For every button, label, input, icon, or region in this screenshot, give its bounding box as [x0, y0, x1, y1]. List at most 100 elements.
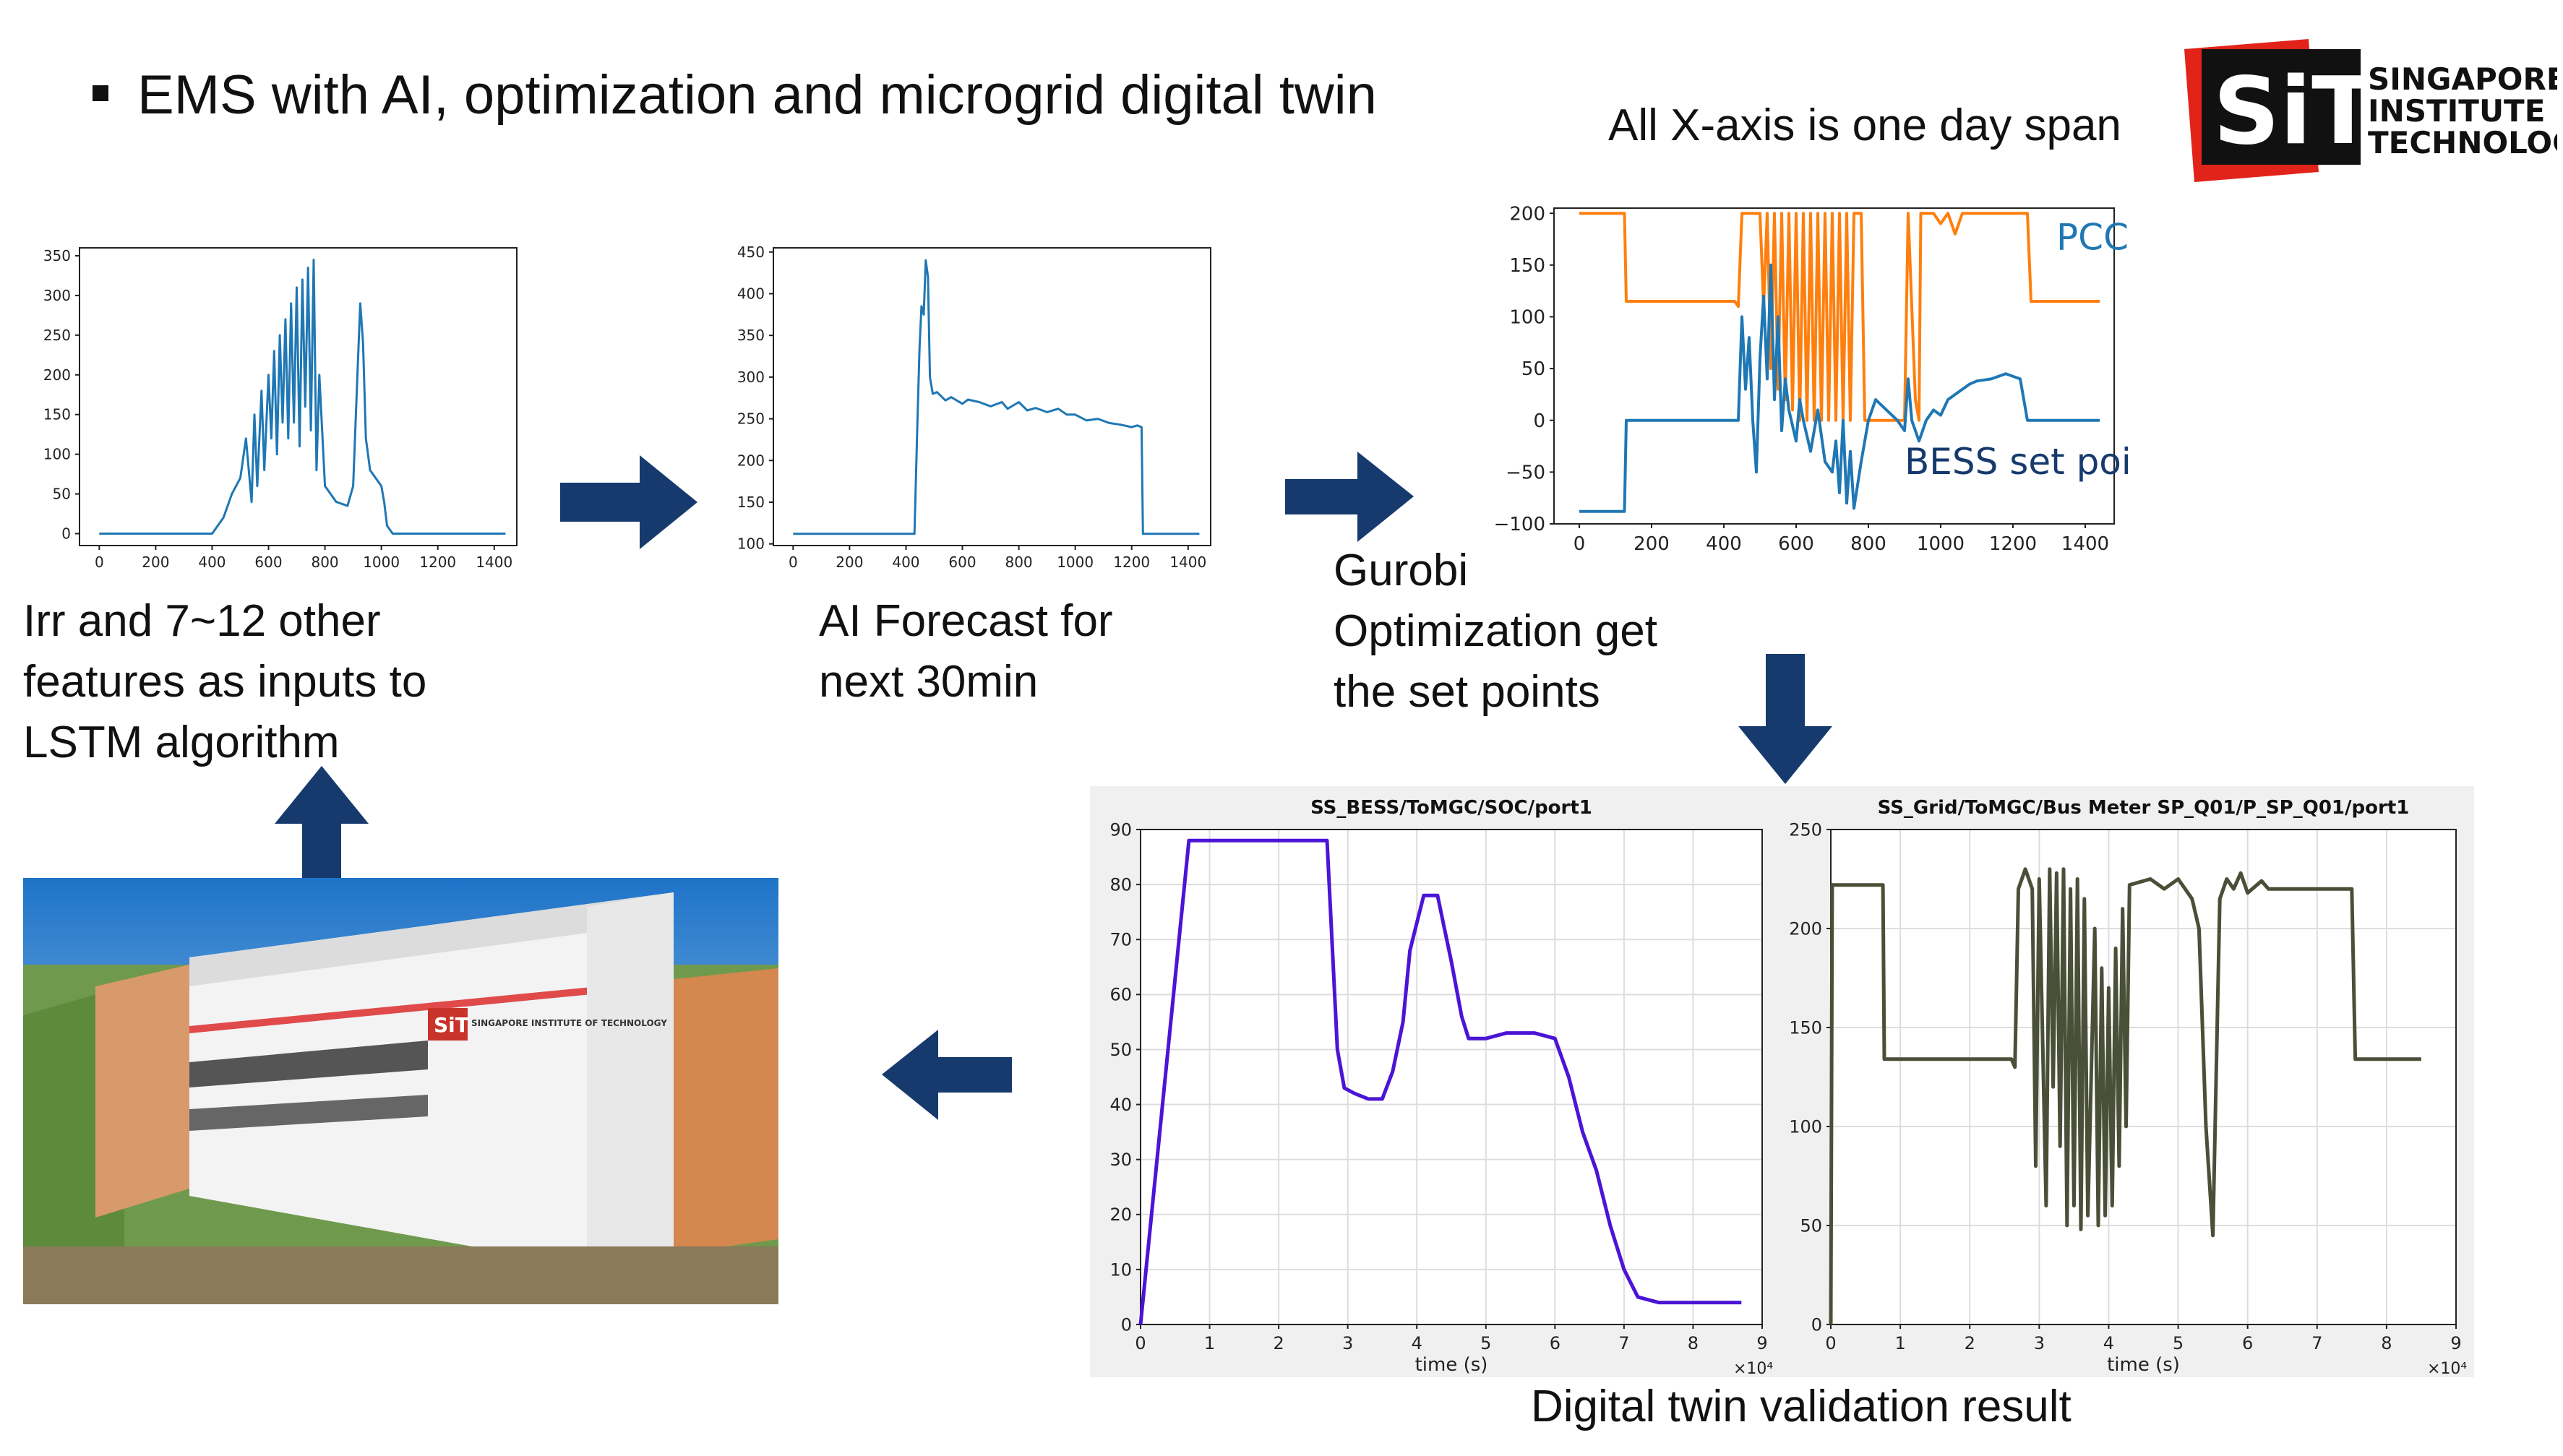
soc-chart: 0 1 2 3 4 5 6 7 8 90102030405060708090SS_BESS/ToM…	[1109, 797, 1773, 1377]
x-tick-label: 4	[1412, 1333, 1422, 1353]
y-tick-label: 250	[1789, 819, 1822, 840]
x-tick-label: 0	[95, 553, 104, 571]
x-tick-label: 7	[1618, 1333, 1629, 1353]
gurobi-caption: Gurobi Optimization get the set points	[1334, 546, 1657, 717]
logo-line-2: INSTITUTE OF	[2368, 93, 2557, 129]
x-tick-label: 2	[1965, 1333, 1975, 1353]
grid-power-chart: 0 1 2 3 4 5 6 7 8 9 0 50 100 150 200 250 SS_Grid/ToMGC/B…	[1789, 797, 2467, 1377]
series-line-1	[1829, 867, 2421, 1325]
y-tick-label: 200	[1789, 918, 1822, 939]
y-tick-label: 150	[1509, 255, 1545, 277]
series-line-1	[793, 259, 1200, 535]
y-tick-label: 0	[61, 525, 71, 543]
x-tick-label: 600	[1778, 533, 1814, 555]
x-tick-label: 800	[311, 553, 338, 571]
y-tick-label: 60	[1109, 985, 1132, 1005]
x-tick-label: 5	[2173, 1333, 2184, 1353]
x-tick-label: 1400	[1169, 553, 1206, 571]
series-line-2	[1579, 263, 2100, 513]
photo-sign-mark: SiT	[434, 1013, 469, 1037]
pcc-power-label: PCC power	[2056, 216, 2132, 258]
y-tick-label: 20	[1109, 1205, 1132, 1225]
x-tick-label: 3	[1342, 1333, 1353, 1353]
logo-line-3: TECHNOLOGY	[2368, 125, 2557, 160]
y-tick-label: 150	[737, 494, 765, 511]
x-axis-label: time (s)	[2107, 1354, 2180, 1376]
x-tick-label: 1400	[476, 553, 512, 571]
photo-sign-text: SINGAPORE INSTITUTE OF TECHNOLOGY	[471, 1018, 667, 1028]
x-tick-label: 800	[1005, 553, 1032, 571]
x-tick-label: 200	[1633, 533, 1670, 555]
x-tick-label: 9	[1756, 1333, 1767, 1353]
plot-area	[1141, 830, 1762, 1324]
y-tick-label: 30	[1109, 1150, 1132, 1170]
x-tick-label: 1	[1204, 1333, 1215, 1353]
x-tick-label: 1000	[1057, 553, 1094, 571]
y-tick-label: 250	[43, 327, 71, 344]
x-axis-span-note: All X-axis is one day span	[1608, 100, 2121, 150]
irradiance-chart: 0 200 400 600 800 1000 1200 1400 0 50 100 150 200 250…	[43, 247, 518, 571]
x-tick-label: 800	[1850, 533, 1886, 555]
arrow-up-icon	[275, 766, 369, 896]
y-tick-label: 40	[1109, 1095, 1132, 1115]
bess-set-point-label: BESS set point	[1905, 441, 2132, 483]
x-tick-label: 8	[2381, 1333, 2392, 1353]
x-tick-label: 1000	[1917, 533, 1965, 555]
arrow-right-2-icon	[1285, 452, 1414, 542]
y-tick-label: 150	[1789, 1017, 1822, 1038]
x-tick-label: 400	[1706, 533, 1742, 555]
y-tick-label: 300	[737, 369, 765, 386]
y-tick-label: 200	[43, 366, 71, 384]
arrow-down-icon	[1738, 654, 1832, 784]
x-tick-label: 6	[2242, 1333, 2253, 1353]
y-tick-label: 0	[1811, 1314, 1822, 1335]
y-tick-label: 350	[43, 247, 71, 264]
y-tick-label: 200	[737, 452, 765, 469]
y-tick-label: 100	[43, 446, 71, 463]
x-axis-multiplier: ×10⁴	[2427, 1360, 2467, 1377]
y-tick-label: 90	[1109, 819, 1132, 840]
x-axis-multiplier: ×10⁴	[1733, 1360, 1773, 1377]
slide-heading: EMS with AI, optimization and microgrid …	[93, 64, 1377, 126]
y-tick-label: 70	[1109, 930, 1132, 950]
logo-line-1: SINGAPORE	[2368, 61, 2557, 97]
irr-caption: Irr and 7~12 other features as inputs to…	[23, 596, 427, 767]
x-tick-label: 600	[254, 553, 282, 571]
forecast-caption: AI Forecast for next 30min	[819, 596, 1113, 707]
x-tick-label: 400	[198, 553, 226, 571]
x-tick-label: 0	[1135, 1333, 1146, 1353]
plot-frame	[79, 247, 518, 546]
y-tick-label: 150	[43, 406, 71, 423]
x-tick-label: 8	[1688, 1333, 1699, 1353]
x-tick-label: 9	[2450, 1333, 2461, 1353]
x-tick-label: 2	[1273, 1333, 1284, 1353]
x-tick-label: 600	[948, 553, 976, 571]
heading-text: EMS with AI, optimization and microgrid …	[137, 64, 1377, 126]
y-tick-label: 200	[1509, 203, 1545, 225]
x-tick-label: 7	[2311, 1333, 2322, 1353]
y-tick-label: 250	[737, 410, 765, 428]
x-tick-label: 1200	[419, 553, 456, 571]
chart-title: SS_BESS/ToMGC/SOC/port1	[1310, 797, 1592, 819]
x-tick-label: 1200	[1113, 553, 1150, 571]
y-tick-label: 50	[53, 486, 71, 503]
x-tick-label: 0	[1825, 1333, 1836, 1353]
x-tick-label: 5	[1480, 1333, 1491, 1353]
y-tick-label: 50	[1521, 358, 1545, 380]
y-tick-label: 0	[1533, 410, 1545, 432]
x-tick-label: 200	[836, 553, 863, 571]
y-tick-label: 100	[1789, 1116, 1822, 1137]
plot-frame	[1553, 207, 2115, 525]
bullet-icon	[93, 85, 108, 101]
y-tick-label: 100	[737, 535, 765, 553]
y-tick-label: 100	[1509, 307, 1545, 329]
arrow-left-icon	[882, 1030, 1012, 1120]
forecast-chart: 0 200 400 600 800 1000 1200 1400 100 150 200 250 300…	[737, 244, 1211, 571]
x-axis-label: time (s)	[1415, 1354, 1488, 1376]
y-tick-label: −50	[1506, 462, 1545, 483]
y-tick-label: 300	[43, 287, 71, 304]
y-tick-label: 450	[737, 244, 765, 261]
y-tick-label: 50	[1800, 1215, 1822, 1236]
twin-caption: Digital twin validation result	[1531, 1382, 2072, 1431]
x-tick-label: 1400	[2061, 533, 2109, 555]
